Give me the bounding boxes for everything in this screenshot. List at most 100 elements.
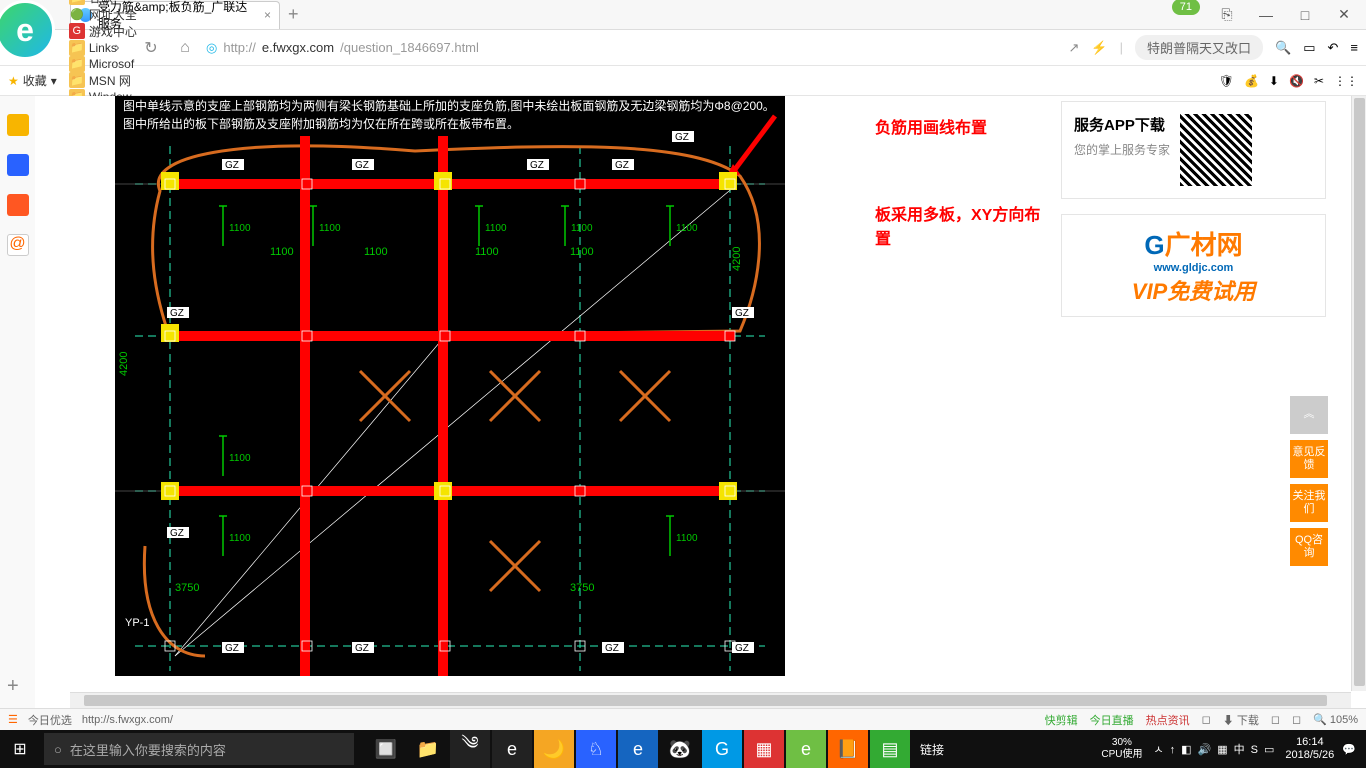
bookmark-tool-icon[interactable]: ✂ xyxy=(1314,74,1324,88)
tab-close-icon[interactable]: × xyxy=(264,8,271,22)
notifications-icon[interactable]: 💬 xyxy=(1342,743,1356,756)
svg-text:GZ: GZ xyxy=(735,643,749,654)
bookmark-item[interactable]: G游戏中心 xyxy=(69,23,149,40)
follow-button[interactable]: 关注我们 xyxy=(1290,484,1328,522)
taskbar-app-icon[interactable]: 🔲 xyxy=(366,730,406,768)
update-badge[interactable]: 71 xyxy=(1172,0,1200,15)
svg-text:GZ: GZ xyxy=(675,132,689,143)
url-input[interactable]: ◎ http://e.fwxgx.com/question_1846697.ht… xyxy=(206,40,926,56)
svg-text:GZ: GZ xyxy=(615,160,629,171)
annotation-multi-slab: 板采用多板，XY方向布置 xyxy=(875,201,1045,249)
taskbar-app-icon[interactable]: 链接 xyxy=(912,730,952,768)
scroll-top-button[interactable]: ︽ xyxy=(1290,396,1328,434)
maximize-button[interactable]: □ xyxy=(1293,3,1317,27)
sidebar-app-icon[interactable] xyxy=(7,194,29,216)
svg-text:GZ: GZ xyxy=(605,643,619,654)
sidebar-add-button[interactable]: + xyxy=(7,675,19,698)
tray-icon[interactable]: ↑ xyxy=(1170,744,1176,756)
feedback-button[interactable]: 意见反馈 xyxy=(1290,440,1328,478)
svg-text:GZ: GZ xyxy=(355,643,369,654)
pin-button[interactable]: ⎘ xyxy=(1215,3,1239,27)
tray-icon[interactable]: ▭ xyxy=(1264,744,1274,756)
bolt-icon[interactable]: ⚡ xyxy=(1091,40,1107,56)
home-button[interactable]: ⌂ xyxy=(172,35,198,61)
search-icon[interactable]: 🔍 xyxy=(1275,40,1291,56)
taskbar-app-icon[interactable]: e xyxy=(786,730,826,768)
taskbar-app-icon[interactable]: e xyxy=(492,730,532,768)
status-item[interactable]: 快剪辑 xyxy=(1045,712,1078,728)
bookmark-icon[interactable]: ▭ xyxy=(1303,40,1315,56)
undo-icon[interactable]: ↶ xyxy=(1328,40,1339,56)
taskbar-app-icon[interactable]: G xyxy=(702,730,742,768)
taskbar-app-icon[interactable]: ༄ xyxy=(450,730,490,768)
status-item[interactable]: ◻ xyxy=(1271,713,1280,726)
status-item[interactable]: 今日直播 xyxy=(1090,712,1134,728)
sidebar-app-icon[interactable] xyxy=(7,114,29,136)
tray-icon[interactable]: 中 xyxy=(1234,744,1245,756)
main-content: 11001100110011001100110011001100GZGZGZGZ… xyxy=(35,96,1366,708)
bookmark-tool-icon[interactable]: ⋮⋮ xyxy=(1334,74,1358,88)
svg-text:3750: 3750 xyxy=(570,582,594,594)
taskbar-app-icon[interactable]: 📙 xyxy=(828,730,868,768)
today-label[interactable]: 今日优选 xyxy=(28,712,72,728)
taskbar-app-icon[interactable]: 🐼 xyxy=(660,730,700,768)
taskbar-app-icon[interactable]: 🌙 xyxy=(534,730,574,768)
news-headline[interactable]: 特朗普隔天又改口 xyxy=(1135,35,1263,60)
cpu-meter[interactable]: 30%CPU使用 xyxy=(1101,737,1142,761)
status-item[interactable]: 🔍 105% xyxy=(1313,713,1358,726)
svg-text:1100: 1100 xyxy=(270,246,294,258)
tray-icon[interactable]: S xyxy=(1251,744,1258,756)
svg-text:GZ: GZ xyxy=(170,528,184,539)
taskbar-app-icon[interactable]: ▦ xyxy=(744,730,784,768)
status-item[interactable]: ◻ xyxy=(1202,713,1211,726)
tray-icon[interactable]: ◧ xyxy=(1181,744,1191,756)
svg-text:GZ: GZ xyxy=(355,160,369,171)
taskbar-app-icon[interactable]: 📁 xyxy=(408,730,448,768)
sidebar-app-icon[interactable]: @ xyxy=(7,234,29,256)
content-area: @ + 11001100110011001100110011001100GZGZ… xyxy=(0,96,1366,708)
minimize-button[interactable]: — xyxy=(1254,3,1278,27)
ad-url: www.gldjc.com xyxy=(1072,262,1315,274)
svg-text:1100: 1100 xyxy=(570,246,594,258)
taskbar-app-icon[interactable]: ▤ xyxy=(870,730,910,768)
start-button[interactable]: ⊞ xyxy=(0,730,40,768)
bookmark-tool-icon[interactable]: 💰 xyxy=(1244,74,1259,88)
taskbar-app-icon[interactable]: e xyxy=(618,730,658,768)
tray-icon[interactable]: ▦ xyxy=(1217,744,1227,756)
vip-ad-card[interactable]: G广材网www.gldjc.com VIP免费试用 xyxy=(1061,214,1326,317)
menu-icon[interactable]: ≡ xyxy=(1350,40,1358,55)
bookmark-item[interactable]: 📁MSN 网 xyxy=(69,72,149,89)
cad-note-2: 图中所给出的板下部钢筋及支座附加钢筋均为仅在所在跨或所在板带布置。 xyxy=(123,116,519,133)
vertical-scrollbar[interactable] xyxy=(1351,96,1366,691)
tray-icon[interactable]: ㅅ xyxy=(1153,744,1163,756)
bookmark-item[interactable]: 📁Links xyxy=(69,40,149,56)
bookmark-tool-icon[interactable]: 🛡 xyxy=(1219,74,1234,88)
float-buttons: ︽ 意见反馈 关注我们 QQ咨询 xyxy=(1290,396,1328,566)
bookmark-tool-icon[interactable]: ⬇ xyxy=(1269,74,1279,88)
taskbar-search[interactable]: ○ 在这里输入你要搜索的内容 xyxy=(44,733,354,765)
svg-text:YP-1: YP-1 xyxy=(125,617,149,629)
right-panel: 服务APP下载 您的掌上服务专家 G广材网www.gldjc.com VIP免费… xyxy=(1061,101,1326,317)
app-download-card[interactable]: 服务APP下载 您的掌上服务专家 xyxy=(1061,101,1326,199)
close-window-button[interactable]: ✕ xyxy=(1332,3,1356,27)
taskbar-app-icon[interactable]: ♘ xyxy=(576,730,616,768)
svg-text:1100: 1100 xyxy=(571,223,593,234)
bookmark-tool-icon[interactable]: 🔇 xyxy=(1289,74,1304,88)
taskbar-clock[interactable]: 16:142018/5/26 xyxy=(1285,736,1334,762)
bookmark-item[interactable]: 📁Microsof xyxy=(69,56,149,72)
status-item[interactable]: ◻ xyxy=(1292,713,1301,726)
status-item[interactable]: ⬇ 下载 xyxy=(1223,712,1259,728)
tray-icon[interactable]: 🔊 xyxy=(1198,744,1212,756)
svg-text:1100: 1100 xyxy=(229,533,251,544)
separator: | xyxy=(1120,40,1123,55)
horizontal-scrollbar[interactable] xyxy=(70,692,1351,708)
svg-text:4200: 4200 xyxy=(731,247,743,271)
status-item[interactable]: 热点资讯 xyxy=(1146,712,1190,728)
windows-taskbar: ⊞ ○ 在这里输入你要搜索的内容 🔲📁༄e🌙♘e🐼G▦e📙▤链接 30%CPU使… xyxy=(0,730,1366,768)
new-tab-button[interactable]: + xyxy=(288,4,299,25)
share-icon[interactable]: ↗ xyxy=(1069,40,1080,56)
favorites-button[interactable]: ★收藏 ▾ xyxy=(8,72,57,89)
sidebar-app-icon[interactable] xyxy=(7,154,29,176)
qq-button[interactable]: QQ咨询 xyxy=(1290,528,1328,566)
bookmark-item[interactable]: 🟢网址大全 xyxy=(69,6,149,23)
